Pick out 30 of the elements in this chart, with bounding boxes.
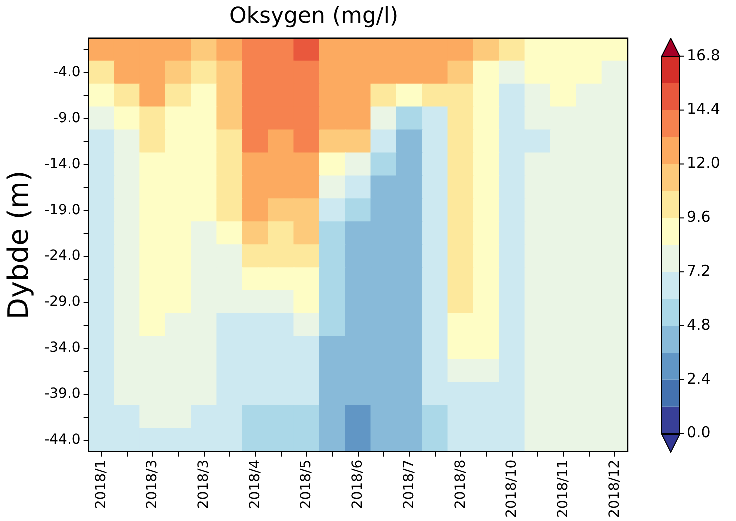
color-bar-label: 12.0 bbox=[687, 154, 720, 172]
x-tick-label: 2018/7 bbox=[401, 460, 418, 510]
color-bar-label: 0.0 bbox=[687, 424, 711, 442]
y-tick-label: -14.0 bbox=[44, 156, 81, 172]
y-tick-label: -24.0 bbox=[44, 248, 81, 264]
color-bar-label: 16.8 bbox=[687, 46, 720, 64]
x-tick-label: 2018/3 bbox=[196, 460, 212, 510]
x-tick-label: 2018/10 bbox=[504, 460, 520, 518]
y-tick-label: -34.0 bbox=[44, 340, 81, 356]
y-tick-label: -44.0 bbox=[44, 432, 81, 448]
y-tick-label: -29.0 bbox=[44, 294, 81, 310]
x-tick-label: 2018/11 bbox=[555, 460, 572, 518]
y-tick-label: -39.0 bbox=[44, 386, 81, 402]
y-tick-label: -9.0 bbox=[53, 110, 81, 126]
color-bar-label: 4.8 bbox=[687, 316, 711, 334]
x-tick-label: 2018/8 bbox=[452, 460, 469, 510]
y-tick-label: -19.0 bbox=[44, 202, 81, 218]
color-bar-label: 9.6 bbox=[687, 208, 711, 226]
y-axis-title: Dybde (m) bbox=[2, 170, 36, 320]
chart-title: Oksygen (mg/l) bbox=[229, 4, 399, 29]
color-bar-label: 7.2 bbox=[687, 262, 711, 280]
color-bar-label: 2.4 bbox=[687, 370, 711, 388]
color-bar-label: 14.4 bbox=[687, 100, 720, 118]
x-tick-label: 2018/12 bbox=[606, 460, 623, 518]
x-tick-label: 2018/5 bbox=[298, 460, 315, 510]
x-tick-label: 2018/3 bbox=[144, 460, 161, 510]
x-tick-label: 2018/1 bbox=[93, 460, 110, 510]
y-tick-label: -4.0 bbox=[53, 64, 81, 80]
x-tick-label: 2018/6 bbox=[350, 460, 366, 510]
x-tick-label: 2018/4 bbox=[247, 460, 264, 510]
